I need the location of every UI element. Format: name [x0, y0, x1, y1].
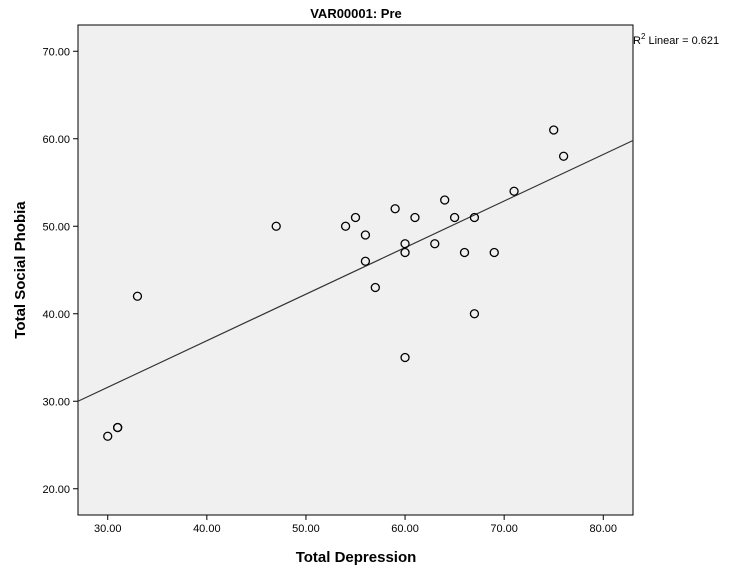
data-point: [271, 221, 281, 231]
data-point: [360, 230, 371, 240]
fit-line: [77, 139, 634, 402]
r2-prefix: R: [633, 35, 641, 47]
y-axis-title: Total Social Phobia: [12, 201, 29, 339]
axis-ticks: 30.00 40.00 50.00 60.00 70.00 80.00 20.00 30.00…: [42, 46, 617, 535]
data-point: [509, 186, 519, 196]
data-point: [558, 151, 569, 161]
x-tick-label: 60.00: [391, 523, 419, 535]
x-tick-label: 50.00: [292, 523, 320, 535]
data-point: [449, 212, 460, 223]
data-point: [489, 247, 499, 258]
data-point: [440, 195, 450, 205]
y-tick-label: 40.00: [42, 309, 70, 321]
chart-title: VAR00001: Pre: [310, 6, 402, 21]
data-point: [430, 239, 440, 249]
data-point: [410, 212, 420, 223]
y-tick-label: 30.00: [42, 396, 70, 408]
data-point: [400, 247, 410, 258]
data-point: [350, 212, 361, 223]
data-point: [360, 256, 371, 266]
y-tick-label: 50.00: [42, 221, 70, 233]
y-tick-label: 60.00: [42, 134, 70, 146]
x-axis-title: Total Depression: [296, 549, 417, 566]
r2-suffix: Linear = 0.621: [645, 35, 719, 47]
x-tick-label: 80.00: [590, 523, 618, 535]
x-tick-label: 40.00: [193, 523, 221, 535]
plot-area: [77, 24, 634, 516]
data-point: [340, 221, 351, 231]
data-points: [103, 125, 569, 441]
data-point: [549, 125, 559, 135]
data-point: [390, 204, 400, 214]
x-tick-label: 70.00: [490, 523, 518, 535]
y-tick-label: 70.00: [42, 46, 70, 58]
data-point: [400, 239, 410, 249]
data-point: [132, 291, 143, 301]
data-point: [400, 352, 410, 363]
r2-superscript: 2: [641, 32, 646, 41]
data-point: [112, 422, 123, 433]
data-point: [370, 282, 380, 293]
data-point: [469, 309, 480, 319]
data-point: [103, 431, 113, 441]
x-tick-label: 30.00: [94, 523, 122, 535]
data-point: [469, 212, 480, 223]
r2-annotation: R2 Linear = 0.621: [633, 32, 719, 47]
y-tick-label: 20.00: [42, 484, 70, 496]
data-point: [459, 247, 470, 258]
